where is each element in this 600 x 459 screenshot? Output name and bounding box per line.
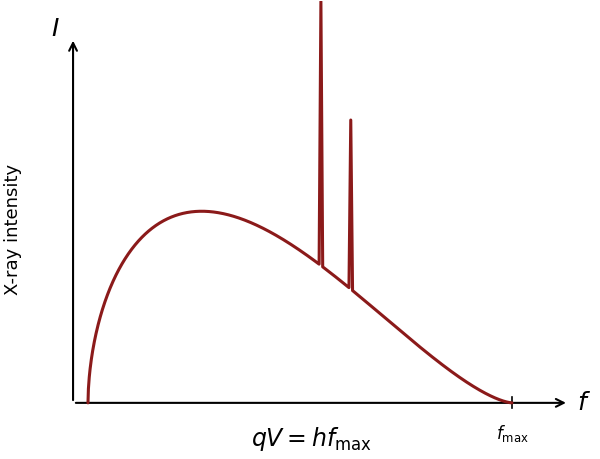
Text: $qV = hf_{\mathrm{max}}$: $qV = hf_{\mathrm{max}}$ [251, 425, 373, 453]
Text: $f$: $f$ [577, 391, 590, 415]
Text: X-ray intensity: X-ray intensity [4, 164, 22, 295]
Text: $I$: $I$ [51, 17, 59, 41]
Text: $f_{\mathrm{max}}$: $f_{\mathrm{max}}$ [496, 423, 529, 444]
